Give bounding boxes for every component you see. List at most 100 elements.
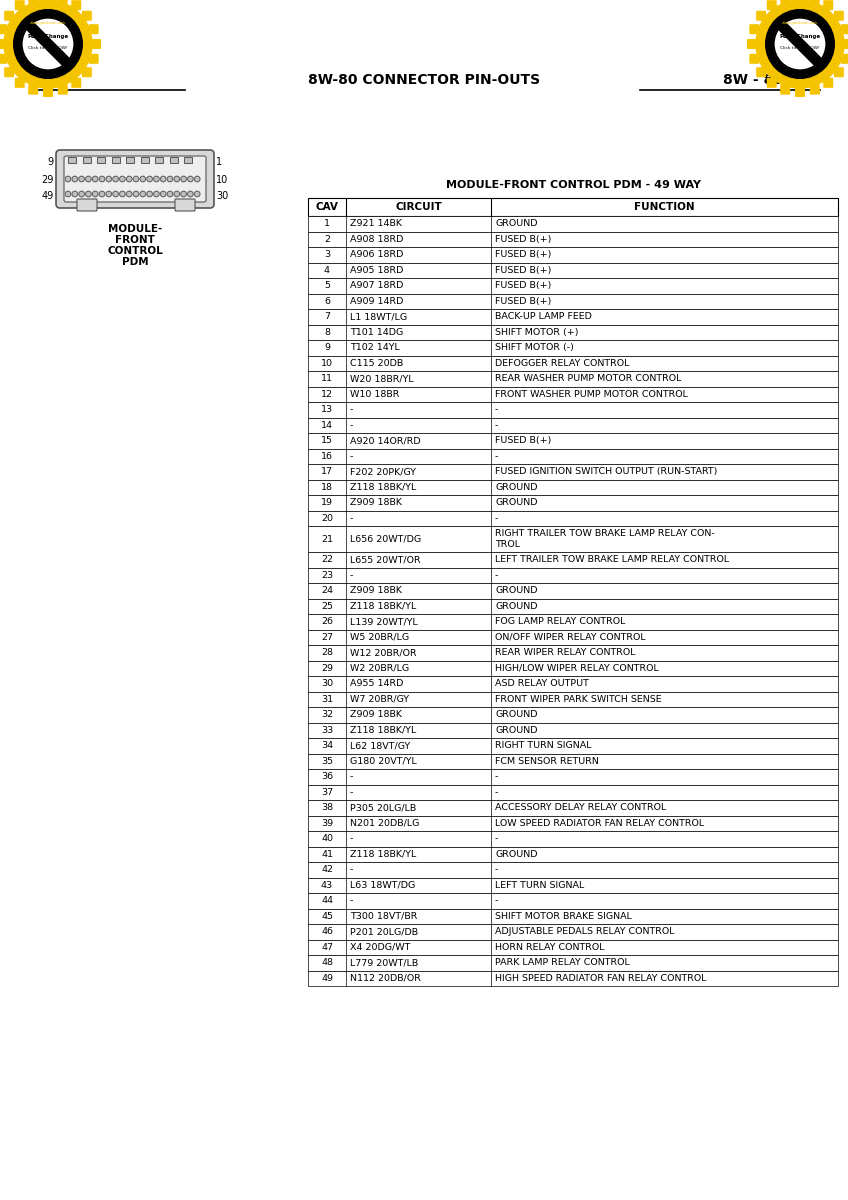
Bar bbox=[308, 707, 838, 722]
Text: G180 20VT/YL: G180 20VT/YL bbox=[350, 757, 416, 766]
Circle shape bbox=[99, 191, 105, 197]
Text: 29: 29 bbox=[42, 175, 54, 185]
Circle shape bbox=[153, 176, 159, 181]
Text: 19: 19 bbox=[321, 498, 333, 508]
Text: LEFT TURN SIGNAL: LEFT TURN SIGNAL bbox=[495, 881, 584, 889]
Text: 35: 35 bbox=[321, 757, 333, 766]
Text: 28: 28 bbox=[321, 648, 333, 658]
Bar bbox=[308, 418, 838, 433]
Text: L139 20WT/YL: L139 20WT/YL bbox=[350, 617, 418, 626]
Bar bbox=[68, 157, 76, 163]
Bar bbox=[308, 691, 838, 707]
Bar bbox=[308, 676, 838, 691]
Circle shape bbox=[86, 176, 92, 181]
Circle shape bbox=[120, 176, 126, 181]
Text: 8: 8 bbox=[324, 328, 330, 337]
Text: -: - bbox=[350, 787, 354, 797]
Text: ACCESSORY DELAY RELAY CONTROL: ACCESSORY DELAY RELAY CONTROL bbox=[495, 803, 667, 812]
Text: REAR WASHER PUMP MOTOR CONTROL: REAR WASHER PUMP MOTOR CONTROL bbox=[495, 374, 682, 383]
Text: 30: 30 bbox=[216, 191, 228, 200]
Text: A920 14OR/RD: A920 14OR/RD bbox=[350, 437, 421, 445]
Text: SHIFT MOTOR (-): SHIFT MOTOR (-) bbox=[495, 343, 574, 353]
Text: 40: 40 bbox=[321, 834, 333, 844]
Bar bbox=[308, 630, 838, 646]
Text: Z909 18BK: Z909 18BK bbox=[350, 587, 402, 595]
FancyBboxPatch shape bbox=[0, 24, 8, 34]
Text: L62 18VT/GY: L62 18VT/GY bbox=[350, 742, 410, 750]
Circle shape bbox=[160, 191, 166, 197]
Text: 9: 9 bbox=[47, 157, 54, 167]
Bar bbox=[308, 971, 838, 986]
Bar bbox=[308, 308, 838, 324]
Text: T101 14DG: T101 14DG bbox=[350, 328, 404, 337]
Text: L1 18WT/LG: L1 18WT/LG bbox=[350, 312, 407, 322]
Text: GROUND: GROUND bbox=[495, 601, 538, 611]
FancyBboxPatch shape bbox=[43, 86, 53, 97]
Text: -: - bbox=[495, 865, 499, 875]
Bar bbox=[308, 340, 838, 355]
Text: GROUND: GROUND bbox=[495, 220, 538, 228]
Text: -: - bbox=[495, 787, 499, 797]
Text: PARK LAMP RELAY CONTROL: PARK LAMP RELAY CONTROL bbox=[495, 959, 630, 967]
Text: -: - bbox=[350, 773, 354, 781]
Text: T300 18VT/BR: T300 18VT/BR bbox=[350, 912, 417, 920]
Text: 44: 44 bbox=[321, 896, 333, 905]
FancyBboxPatch shape bbox=[840, 24, 848, 34]
Text: FUSED IGNITION SWITCH OUTPUT (RUN-START): FUSED IGNITION SWITCH OUTPUT (RUN-START) bbox=[495, 467, 717, 476]
Bar bbox=[308, 198, 838, 216]
Bar bbox=[82, 157, 91, 163]
Text: L779 20WT/LB: L779 20WT/LB bbox=[350, 959, 418, 967]
Circle shape bbox=[167, 191, 173, 197]
Bar bbox=[97, 157, 105, 163]
Bar bbox=[308, 738, 838, 754]
FancyBboxPatch shape bbox=[58, 0, 68, 4]
FancyBboxPatch shape bbox=[823, 0, 834, 10]
Bar bbox=[308, 480, 838, 494]
FancyBboxPatch shape bbox=[810, 85, 820, 95]
Text: 8W-80 CONNECTOR PIN-OUTS: 8W-80 CONNECTOR PIN-OUTS bbox=[308, 73, 540, 86]
Circle shape bbox=[4, 0, 92, 88]
Bar bbox=[308, 294, 838, 308]
Text: P201 20LG/DB: P201 20LG/DB bbox=[350, 928, 418, 936]
Text: Z118 18BK/YL: Z118 18BK/YL bbox=[350, 482, 416, 492]
Bar bbox=[308, 583, 838, 599]
Text: Z118 18BK/YL: Z118 18BK/YL bbox=[350, 850, 416, 859]
Text: -: - bbox=[350, 571, 354, 580]
Text: 16: 16 bbox=[321, 451, 333, 461]
Text: HIGH/LOW WIPER RELAY CONTROL: HIGH/LOW WIPER RELAY CONTROL bbox=[495, 664, 659, 673]
Text: 37: 37 bbox=[321, 787, 333, 797]
Bar bbox=[308, 526, 838, 552]
Circle shape bbox=[113, 191, 119, 197]
Circle shape bbox=[120, 191, 126, 197]
Bar bbox=[308, 785, 838, 800]
FancyBboxPatch shape bbox=[28, 85, 38, 95]
Text: -: - bbox=[350, 406, 354, 414]
Text: FUSED B(+): FUSED B(+) bbox=[495, 235, 551, 244]
Text: N201 20DB/LG: N201 20DB/LG bbox=[350, 818, 420, 828]
FancyBboxPatch shape bbox=[750, 24, 759, 34]
Text: 39: 39 bbox=[321, 818, 333, 828]
Text: W5 20BR/LG: W5 20BR/LG bbox=[350, 632, 409, 642]
Circle shape bbox=[147, 191, 153, 197]
Bar bbox=[308, 232, 838, 247]
FancyBboxPatch shape bbox=[750, 54, 759, 64]
FancyBboxPatch shape bbox=[14, 78, 25, 88]
FancyBboxPatch shape bbox=[810, 0, 820, 4]
FancyBboxPatch shape bbox=[756, 67, 766, 77]
FancyBboxPatch shape bbox=[28, 0, 38, 4]
Circle shape bbox=[14, 10, 82, 78]
Text: FUSED B(+): FUSED B(+) bbox=[495, 296, 551, 306]
Circle shape bbox=[86, 191, 92, 197]
Bar bbox=[308, 877, 838, 893]
Circle shape bbox=[194, 176, 200, 181]
Bar bbox=[308, 324, 838, 340]
Text: 41: 41 bbox=[321, 850, 333, 859]
FancyBboxPatch shape bbox=[71, 0, 81, 10]
Text: ASD RELAY OUTPUT: ASD RELAY OUTPUT bbox=[495, 679, 589, 689]
Text: 9: 9 bbox=[324, 343, 330, 353]
Text: W10 18BR: W10 18BR bbox=[350, 390, 399, 398]
Text: CAV: CAV bbox=[315, 202, 338, 212]
Text: 8: 8 bbox=[32, 74, 41, 88]
Bar bbox=[170, 157, 177, 163]
FancyBboxPatch shape bbox=[840, 54, 848, 64]
